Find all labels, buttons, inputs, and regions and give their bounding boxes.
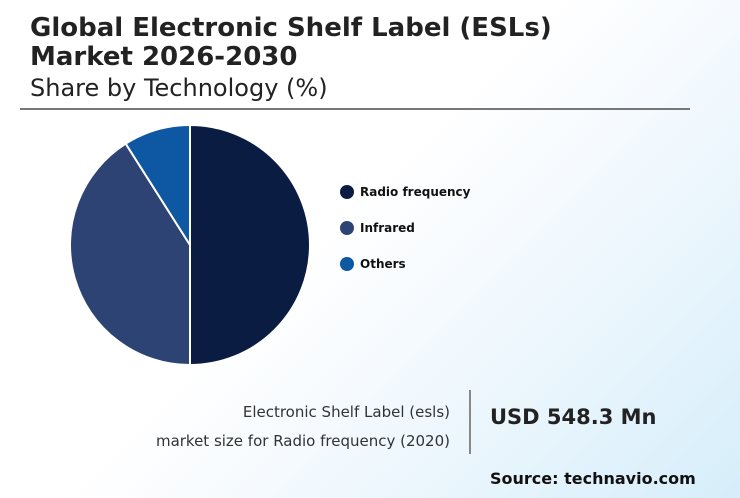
header-divider	[20, 108, 690, 110]
market-size-label: Electronic Shelf Label (esls) market siz…	[90, 398, 450, 456]
legend-item-infrared: Infrared	[340, 210, 471, 246]
market-size-value: USD 548.3 Mn	[490, 405, 657, 429]
legend-swatch-others	[340, 257, 354, 271]
legend-label-infrared: Infrared	[360, 221, 415, 235]
stat-divider	[469, 390, 471, 454]
legend-label-others: Others	[360, 257, 406, 271]
legend-item-radio-frequency: Radio frequency	[340, 174, 471, 210]
legend-swatch-infrared	[340, 221, 354, 235]
source-credit: Source: technavio.com	[490, 469, 696, 488]
pie-slice-radio-frequency	[189, 123, 311, 367]
legend: Radio frequency Infrared Others	[340, 174, 471, 282]
legend-item-others: Others	[340, 246, 471, 282]
chart-subtitle: Share by Technology (%)	[30, 74, 328, 102]
market-size-label-line2: market size for Radio frequency (2020)	[155, 432, 450, 450]
legend-swatch-radio-frequency	[340, 185, 354, 199]
legend-label-radio-frequency: Radio frequency	[360, 185, 471, 199]
pie-chart	[69, 123, 311, 367]
pie-slice-others	[124, 123, 191, 249]
chart-title: Global Electronic Shelf Label (ESLs) Mar…	[30, 13, 552, 72]
market-size-label-line1: Electronic Shelf Label (esls)	[242, 403, 450, 421]
